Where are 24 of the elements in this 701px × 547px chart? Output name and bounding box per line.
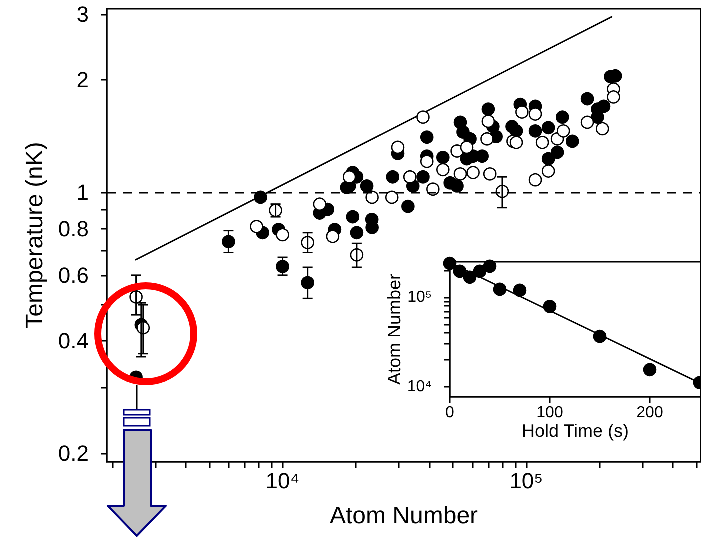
y-axis-title: Atom Number <box>384 274 404 386</box>
y-tick-label: 3 <box>76 2 89 27</box>
point <box>443 256 457 270</box>
x-axis-title: Atom Number <box>330 502 478 530</box>
point <box>473 264 487 278</box>
y-tick-label: 2 <box>76 68 89 93</box>
y-tick-label: 0.4 <box>58 328 89 354</box>
point <box>493 282 507 296</box>
y-tick-label: 0.2 <box>58 441 89 466</box>
x-tick-label: 200 <box>636 404 664 422</box>
point <box>543 300 557 314</box>
y-tick-label: 1 <box>76 180 89 206</box>
point <box>513 284 527 298</box>
point <box>593 330 607 344</box>
x-axis-title: Hold Time (s) <box>522 420 630 441</box>
point <box>483 260 497 274</box>
y-axis-title: Temperature (nK) <box>22 142 48 329</box>
x-tick-label: 0 <box>446 404 455 422</box>
x-tick-label: 100 <box>536 404 564 422</box>
y-tick-label: 0.6 <box>58 262 89 288</box>
point <box>643 363 657 377</box>
point <box>463 270 477 284</box>
point <box>453 264 467 278</box>
y-tick-label: 0.8 <box>58 216 89 242</box>
